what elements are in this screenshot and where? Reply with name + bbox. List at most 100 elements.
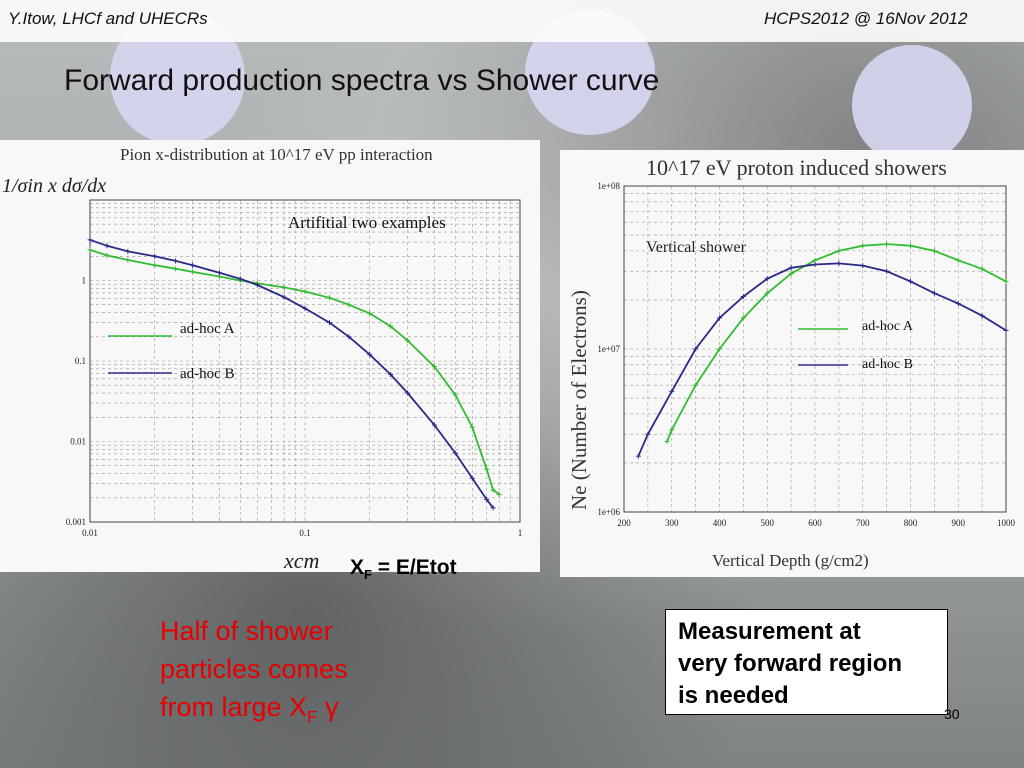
c2-series-0-point-4 <box>740 315 746 321</box>
c1-series-1-point-1 <box>104 243 110 249</box>
legend-label-b-right: ad-hoc B <box>862 357 913 372</box>
c1-xtick-0: 0.01 <box>82 528 98 538</box>
c2-series-1-point-3 <box>693 346 699 352</box>
c1-xtick-2: 1 <box>518 528 523 538</box>
c1-xtick-1: 0.1 <box>299 528 310 538</box>
c1-series-0-point-9 <box>281 284 287 290</box>
c2-ytick-1: 1e+07 <box>597 344 620 354</box>
c1-series-1-point-13 <box>367 352 373 358</box>
c1-series-0-point-16 <box>431 364 437 370</box>
c2-ytick-2: 1e+08 <box>597 181 620 191</box>
xf-definition: XF = E/Etot <box>350 556 457 583</box>
c2-series-0-point-13 <box>955 257 961 263</box>
c2-series-1-point-14 <box>955 301 961 307</box>
c1-series-0-point-13 <box>367 310 373 316</box>
c1-series-1-point-10 <box>302 305 308 311</box>
c1-series-1-point-14 <box>388 371 394 377</box>
shower-chart-title: 10^17 eV proton induced showers <box>646 155 947 180</box>
c1-series-1-point-15 <box>405 390 411 396</box>
c1-series-0-point-14 <box>388 323 394 329</box>
c2-series-1-point-4 <box>717 315 722 321</box>
pion-chart-annotation: Artifitial two examples <box>288 213 446 232</box>
measurement-note-box: Measurement at very forward region is ne… <box>665 609 948 715</box>
c2-xtick-2: 400 <box>713 518 727 528</box>
c1-series-0-point-3 <box>152 262 158 268</box>
c1-series-1-point-19 <box>484 497 490 503</box>
legend-label-a-right: ad-hoc A <box>862 319 914 334</box>
c1-series-0-line <box>89 249 500 496</box>
c1-series-1-point-5 <box>190 262 196 268</box>
c1-series-0-point-10 <box>302 289 308 295</box>
decor-circle-3 <box>852 45 972 165</box>
c1-series-0-point-20 <box>490 487 496 493</box>
c2-series-0-point-15 <box>1003 278 1009 284</box>
c2-series-0-point-10 <box>884 241 890 247</box>
c2-series-0-point-0 <box>664 439 670 445</box>
c1-series-0-point-18 <box>469 424 475 430</box>
c2-series-1-line <box>637 262 1007 457</box>
pion-chart-frame <box>89 199 521 523</box>
c2-series-0-point-11 <box>908 243 913 249</box>
c2-series-1-point-5 <box>740 293 746 299</box>
c1-series-0-point-12 <box>346 302 352 308</box>
pion-chart-title: Pion x-distribution at 10^17 eV pp inter… <box>120 145 433 164</box>
c2-series-1-point-0 <box>635 453 641 459</box>
c1-series-0-point-19 <box>484 466 490 472</box>
c2-series-1-point-11 <box>884 268 890 274</box>
c1-series-0-point-5 <box>190 269 196 275</box>
c1-series-1-point-16 <box>431 422 437 428</box>
c1-ytick-3: 1 <box>82 276 87 286</box>
c2-series-1-point-16 <box>1003 327 1009 333</box>
c2-xtick-8: 1000 <box>997 518 1016 528</box>
c2-series-0-line <box>666 243 1007 443</box>
c2-xtick-0: 200 <box>617 518 631 528</box>
c2-series-0-point-5 <box>764 290 770 296</box>
c1-ytick-0: 0.001 <box>66 517 86 527</box>
c2-xtick-6: 800 <box>904 518 918 528</box>
pion-chart-ylabel: 1/σin x dσ/dx <box>2 175 106 197</box>
c1-series-1-point-6 <box>216 270 222 276</box>
c2-series-1-point-13 <box>931 290 937 296</box>
c1-series-0-point-17 <box>452 392 458 398</box>
c1-series-1-point-7 <box>237 276 243 282</box>
c1-ytick-1: 0.01 <box>70 437 86 447</box>
c2-series-1-point-15 <box>979 313 985 319</box>
c2-series-1-point-1 <box>645 431 651 437</box>
c2-series-0-point-14 <box>979 266 985 272</box>
pion-chart-xlabel: xcm <box>283 548 319 572</box>
c2-series-0-point-3 <box>717 346 722 352</box>
c1-series-0-point-0 <box>87 247 93 253</box>
pion-chart-panel: 0.01 0.1 1 0.001 0.01 0.1 1 Pion x-distributio… <box>0 140 540 573</box>
c1-series-1-point-8 <box>254 282 260 288</box>
shower-chart-xlabel: Vertical Depth (g/cm2) <box>712 551 869 570</box>
shower-chart-ylabel: Ne (Number of Electrons) <box>567 290 591 510</box>
shower-chart-ticks: 200 300 400 500 600 700 800 900 1000 1e+06 1e+07 1e… <box>597 181 1015 528</box>
c1-series-1-point-17 <box>452 450 458 456</box>
c1-series-0-point-1 <box>104 252 110 258</box>
c1-series-1-point-0 <box>87 237 93 243</box>
c1-series-1-point-18 <box>469 475 475 481</box>
c1-ytick-2: 0.1 <box>75 356 86 366</box>
header-author: Y.Itow, LHCf and UHECRs <box>8 9 208 28</box>
c2-series-1-point-10 <box>860 263 866 269</box>
page-number: 30 <box>944 706 960 722</box>
legend-label-b: ad-hoc B <box>180 366 235 382</box>
header-band <box>0 0 1024 42</box>
c2-series-1-point-9 <box>836 260 842 266</box>
slide-title: Forward production spectra vs Shower cur… <box>64 64 660 97</box>
pion-chart-series <box>87 237 502 511</box>
c2-series-0-point-6 <box>788 271 794 277</box>
c1-series-0-point-21 <box>496 491 502 497</box>
c2-series-1-point-12 <box>908 278 913 284</box>
c1-series-0-point-15 <box>405 337 411 343</box>
half-shower-note: Half of shower particles comes from larg… <box>160 616 348 727</box>
shower-chart-panel: 200 300 400 500 600 700 800 900 1000 1e+06 1e+07 1e… <box>560 150 1024 577</box>
c1-series-1-point-4 <box>173 258 179 264</box>
shower-chart-grid <box>623 186 1007 513</box>
shower-chart-series <box>635 241 1009 459</box>
c1-series-1-point-11 <box>326 320 332 326</box>
c2-series-1-point-2 <box>669 388 675 394</box>
header-conference: HCPS2012 @ 16Nov 2012 <box>764 9 968 28</box>
pion-chart-grid <box>89 200 520 523</box>
c1-series-1-point-12 <box>346 334 352 340</box>
